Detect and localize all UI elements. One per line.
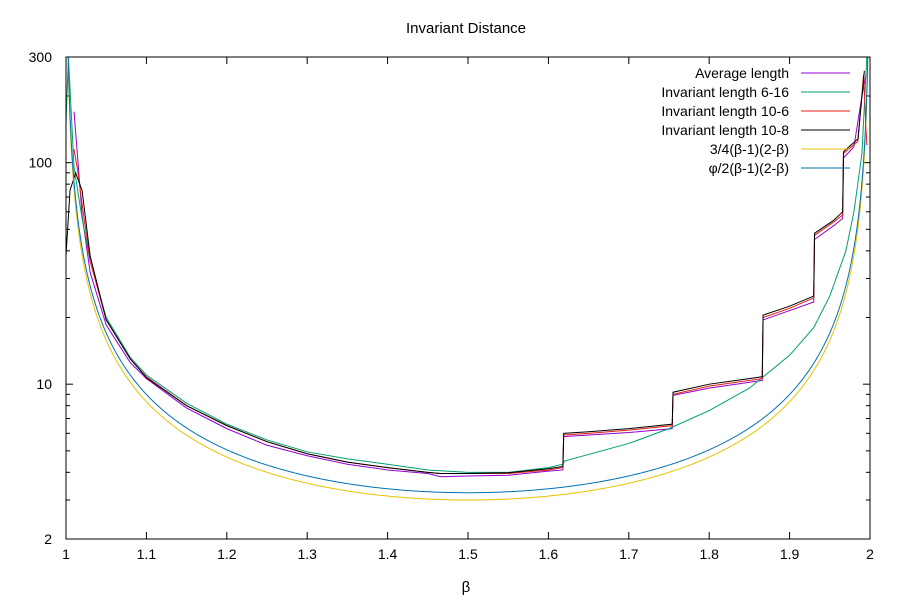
x-tick-label: 1 [62,546,70,562]
legend-label: 3/4(β-1)(2-β) [710,141,789,157]
y-tick-label: 300 [29,49,53,65]
chart-title: Invariant Distance [406,20,526,37]
legend-label: Average length [695,65,789,81]
y-tick-label: 100 [29,155,53,171]
x-tick-label: 1.1 [137,546,157,562]
y-tick-label: 10 [36,376,52,392]
x-tick-label: 1.3 [297,546,317,562]
legend-label: Invariant length 6-16 [661,84,789,100]
x-tick-label: 1.8 [699,546,719,562]
x-tick-label: 2 [866,546,874,562]
series-line-5 [67,57,869,494]
x-tick-label: 1.7 [619,546,639,562]
x-axis-label: β [462,579,471,596]
series-line-4 [67,57,869,501]
x-axis-ticks: 1 1.1 1.2 1.3 1.4 1.5 1.6 1.7 1.8 1.9 2 [62,57,874,562]
legend-label: Invariant length 10-6 [661,103,789,119]
series-line-0 [73,74,867,478]
legend-label: φ/2(β-1)(2-β) [709,160,789,176]
series-line-1 [66,57,868,473]
series-line-3 [66,70,865,475]
y-tick-label: 2 [44,531,52,547]
x-tick-label: 1.2 [217,546,237,562]
plot-frame [65,56,871,540]
x-tick-label: 1.9 [780,546,800,562]
legend: Average length Invariant length 6-16 Invar… [661,65,850,176]
x-tick-label: 1.6 [539,546,559,562]
x-tick-label: 1.5 [458,546,478,562]
x-tick-label: 1.4 [378,546,398,562]
series-layer [66,57,869,501]
legend-label: Invariant length 10-8 [661,122,789,138]
